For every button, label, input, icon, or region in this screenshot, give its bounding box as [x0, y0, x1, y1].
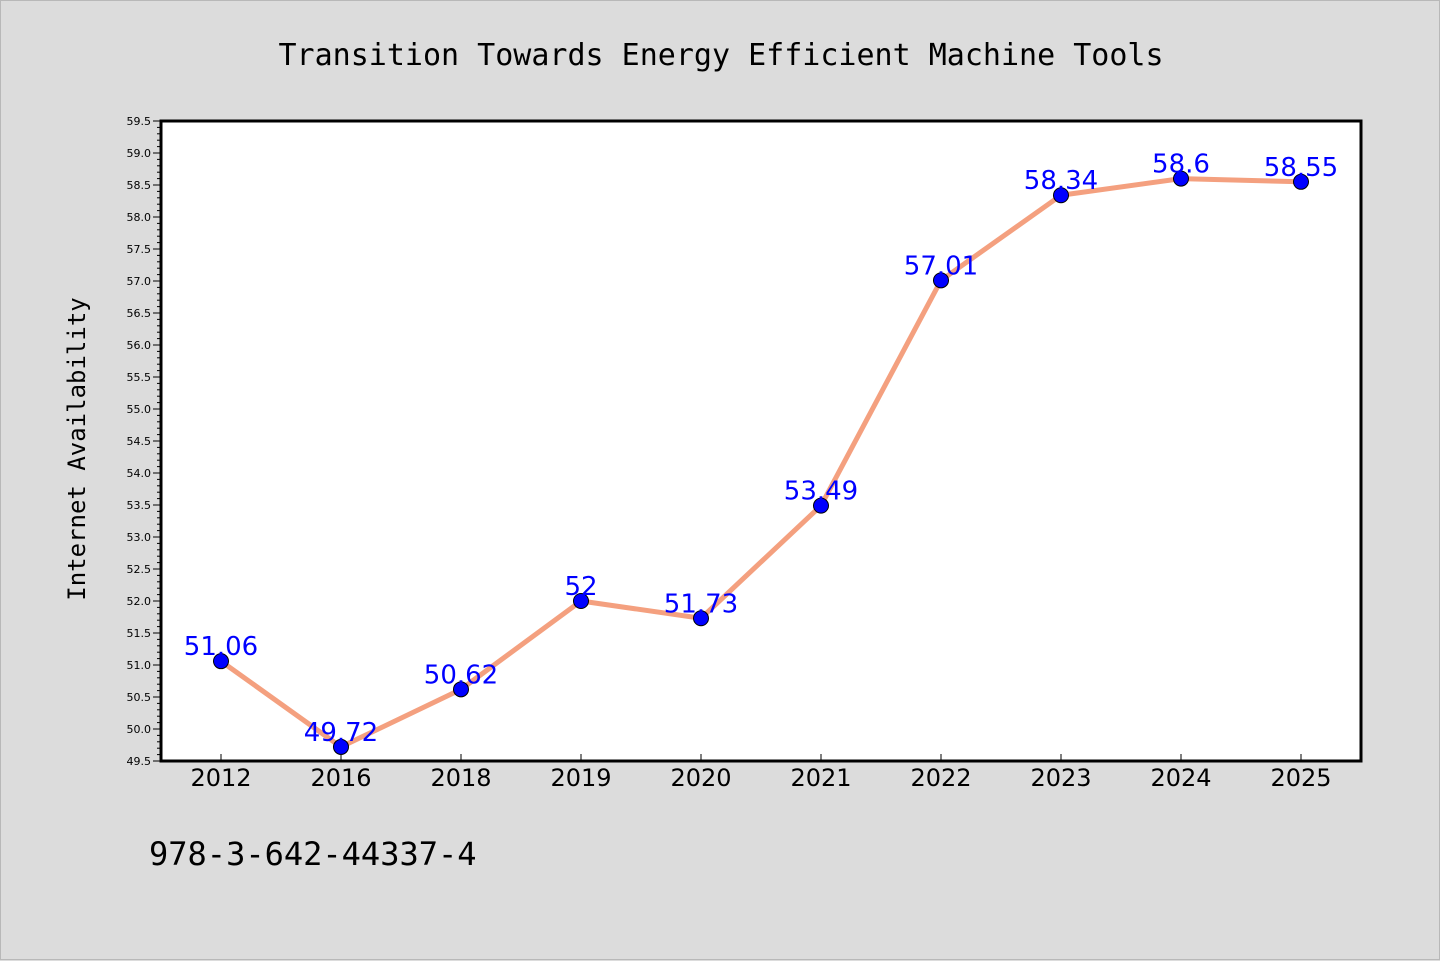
y-tick-label: 54.0: [127, 467, 152, 480]
x-tick-label: 2012: [190, 764, 251, 792]
y-tick-label: 56.5: [127, 307, 152, 320]
y-tick-label: 51.0: [127, 659, 152, 672]
data-point: [1173, 170, 1189, 187]
y-tick-label: 51.5: [127, 627, 152, 640]
plot-area: [159, 119, 1363, 763]
data-label: 58.55: [1264, 153, 1338, 183]
y-tick-label: 55.5: [127, 371, 152, 384]
y-tick-label: 54.5: [127, 435, 152, 448]
y-tick-label: 50.0: [127, 723, 152, 736]
x-tick-label: 2021: [790, 764, 851, 792]
data-label: 51.06: [184, 632, 258, 662]
x-tick-label: 2022: [910, 764, 971, 792]
data-series: [213, 170, 1309, 755]
data-point: [213, 653, 229, 670]
data-labels: 51.06 49.72 50.62 52 51.73 53.49 57.01 58.34 58.…: [184, 150, 1338, 748]
data-label: 57.01: [904, 251, 978, 281]
data-point: [1293, 173, 1309, 190]
y-tick-label: 53.0: [127, 531, 152, 544]
data-point: [813, 497, 829, 514]
data-point: [453, 681, 469, 698]
x-tick-label: 2024: [1150, 764, 1211, 792]
data-point: [693, 610, 709, 627]
data-label: 51.73: [664, 589, 738, 619]
y-tick-label: 56.0: [127, 339, 152, 352]
y-tick-label: 59.5: [127, 115, 152, 128]
y-tick-label: 58.0: [127, 211, 152, 224]
data-label: 52: [564, 572, 597, 602]
y-tick-label: 53.5: [127, 499, 152, 512]
data-label: 50.62: [424, 660, 498, 690]
x-tick-label: 2025: [1270, 764, 1331, 792]
chart-title: Transition Towards Energy Efficient Mach…: [278, 38, 1163, 73]
y-tick-label: 52.5: [127, 563, 152, 576]
data-point: [1053, 187, 1069, 204]
y-tick-label: 57.0: [127, 275, 152, 288]
data-point: [933, 272, 949, 289]
y-tick-label: 52.0: [127, 595, 152, 608]
series-line: [218, 176, 1304, 750]
y-tick-label: 57.5: [127, 243, 152, 256]
y-tick-label: 58.5: [127, 179, 152, 192]
x-tick-label: 2023: [1030, 764, 1091, 792]
data-label: 58.6: [1152, 150, 1210, 180]
data-label: 53.49: [784, 477, 858, 507]
y-tick-label: 59.0: [127, 147, 152, 160]
footer-isbn-text: 978-3-642-44337-4: [149, 835, 477, 873]
x-tick-label: 2020: [670, 764, 731, 792]
data-label: 49.72: [304, 718, 378, 748]
axis-ticks: 49.5 50.0 50.5 51.0 51.5 52.0 52.5 53.0 53.5 54.0…: [127, 115, 1332, 792]
y-tick-label: 50.5: [127, 691, 152, 704]
x-tick-label: 2019: [550, 764, 611, 792]
x-tick-label: 2018: [430, 764, 491, 792]
y-tick-label: 55.0: [127, 403, 152, 416]
y-axis-label: Internet Availability: [63, 297, 91, 600]
data-label: 58.34: [1024, 166, 1098, 196]
data-point: [573, 593, 589, 609]
y-tick-label: 49.5: [127, 755, 152, 768]
x-tick-label: 2016: [310, 764, 371, 792]
data-point: [333, 738, 349, 755]
